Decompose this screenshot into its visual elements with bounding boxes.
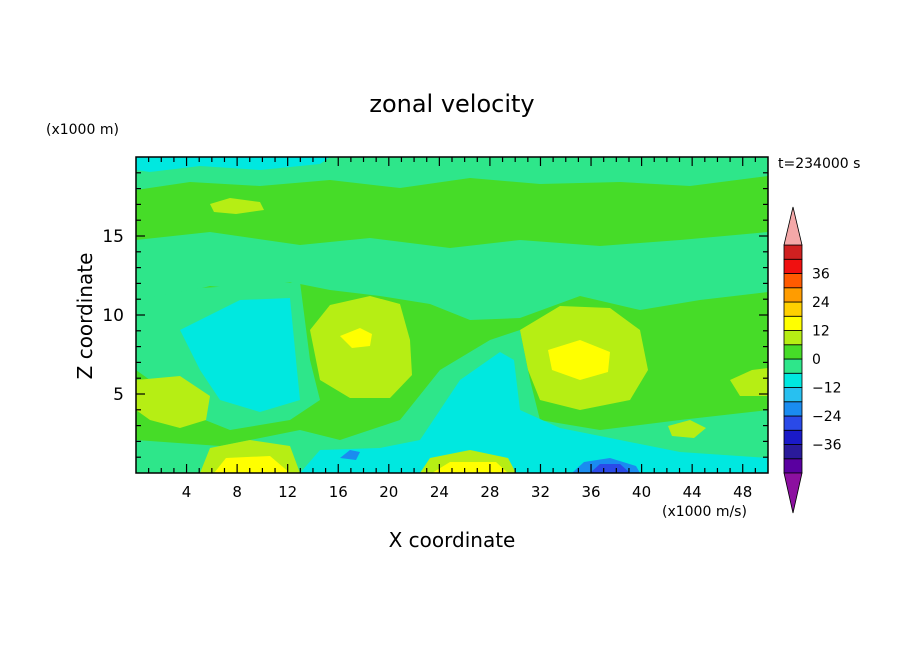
colorbar-swatch — [783, 458, 803, 474]
colorbar-swatch — [783, 401, 803, 417]
colorbar-swatch — [783, 344, 803, 360]
x-tick-label: 16 — [329, 483, 348, 501]
contour-top-warm — [210, 198, 264, 214]
y-unit-label: (x1000 m) — [46, 122, 119, 138]
x-unit-label: (x1000 m/s) — [662, 504, 747, 520]
x-tick-label: 24 — [430, 483, 449, 501]
x-tick-label: 8 — [232, 483, 242, 501]
contour-field — [135, 156, 769, 474]
colorbar-under-arrow — [783, 472, 803, 514]
chart-title: zonal velocity — [369, 90, 534, 118]
x-tick-label: 40 — [632, 483, 651, 501]
colorbar-swatch — [783, 258, 803, 274]
y-axis-label: Z coordinate — [73, 253, 97, 380]
colorbar-swatch — [783, 387, 803, 403]
x-tick-label: 4 — [182, 483, 192, 501]
x-axis: 4 8 12 16 20 24 28 32 36 40 44 48 — [148, 157, 756, 501]
colorbar-swatch — [783, 315, 803, 331]
colorbar-swatch — [783, 273, 803, 289]
contour-center-right-core — [548, 340, 610, 380]
colorbar-swatch — [783, 444, 803, 460]
colorbar-tick-label: 0 — [812, 352, 821, 368]
x-tick-label: 36 — [581, 483, 600, 501]
colorbar-swatch — [783, 287, 803, 303]
x-tick-label: 20 — [379, 483, 398, 501]
contour-bottom-right-cold-core — [590, 464, 630, 473]
contour-center-cyan-core — [300, 352, 768, 473]
colorbar-swatch — [783, 244, 803, 260]
x-tick-label: 28 — [480, 483, 499, 501]
colorbar-swatch — [783, 372, 803, 388]
y-tick-label: 15 — [102, 227, 124, 247]
colorbar-swatch — [783, 429, 803, 445]
colorbar-swatch — [783, 301, 803, 317]
x-tick-label: 12 — [278, 483, 297, 501]
colorbar-tick-label: 36 — [812, 267, 830, 283]
contour-left-cyan-core — [180, 298, 300, 412]
y-axis: 5 10 15 — [102, 172, 768, 458]
y-tick-label: 10 — [102, 306, 124, 326]
time-label: t=234000 s — [778, 156, 860, 172]
colorbar-swatch — [783, 358, 803, 374]
x-tick-label: 32 — [531, 483, 550, 501]
contour-left-warm — [136, 376, 210, 428]
contour-bottom-left-core — [214, 456, 290, 473]
colorbar-tick-label: −24 — [812, 409, 842, 425]
contour-bottom-center-core — [432, 462, 508, 473]
contour-center-left-core — [340, 328, 372, 348]
contour-right-warm — [730, 368, 768, 396]
contour-top-cyan — [136, 157, 330, 172]
colorbar-over-arrow — [783, 206, 803, 246]
colorbar-tick-label: 12 — [812, 324, 830, 340]
colorbar: −36 −24 −12 0 12 24 36 — [783, 206, 842, 514]
colorbar-tick-label: −12 — [812, 381, 842, 397]
x-axis-label: X coordinate — [389, 528, 516, 552]
x-tick-label: 48 — [733, 483, 752, 501]
contour-mid-cyan-band — [136, 232, 768, 320]
contour-bottom-left-cold — [340, 450, 360, 460]
x-tick-label: 44 — [683, 483, 702, 501]
colorbar-swatch — [783, 330, 803, 346]
contour-small-warm — [668, 420, 706, 438]
colorbar-tick-label: −36 — [812, 438, 842, 454]
colorbar-tick-label: 24 — [812, 295, 830, 311]
y-tick-label: 5 — [113, 385, 124, 405]
colorbar-swatch — [783, 415, 803, 431]
